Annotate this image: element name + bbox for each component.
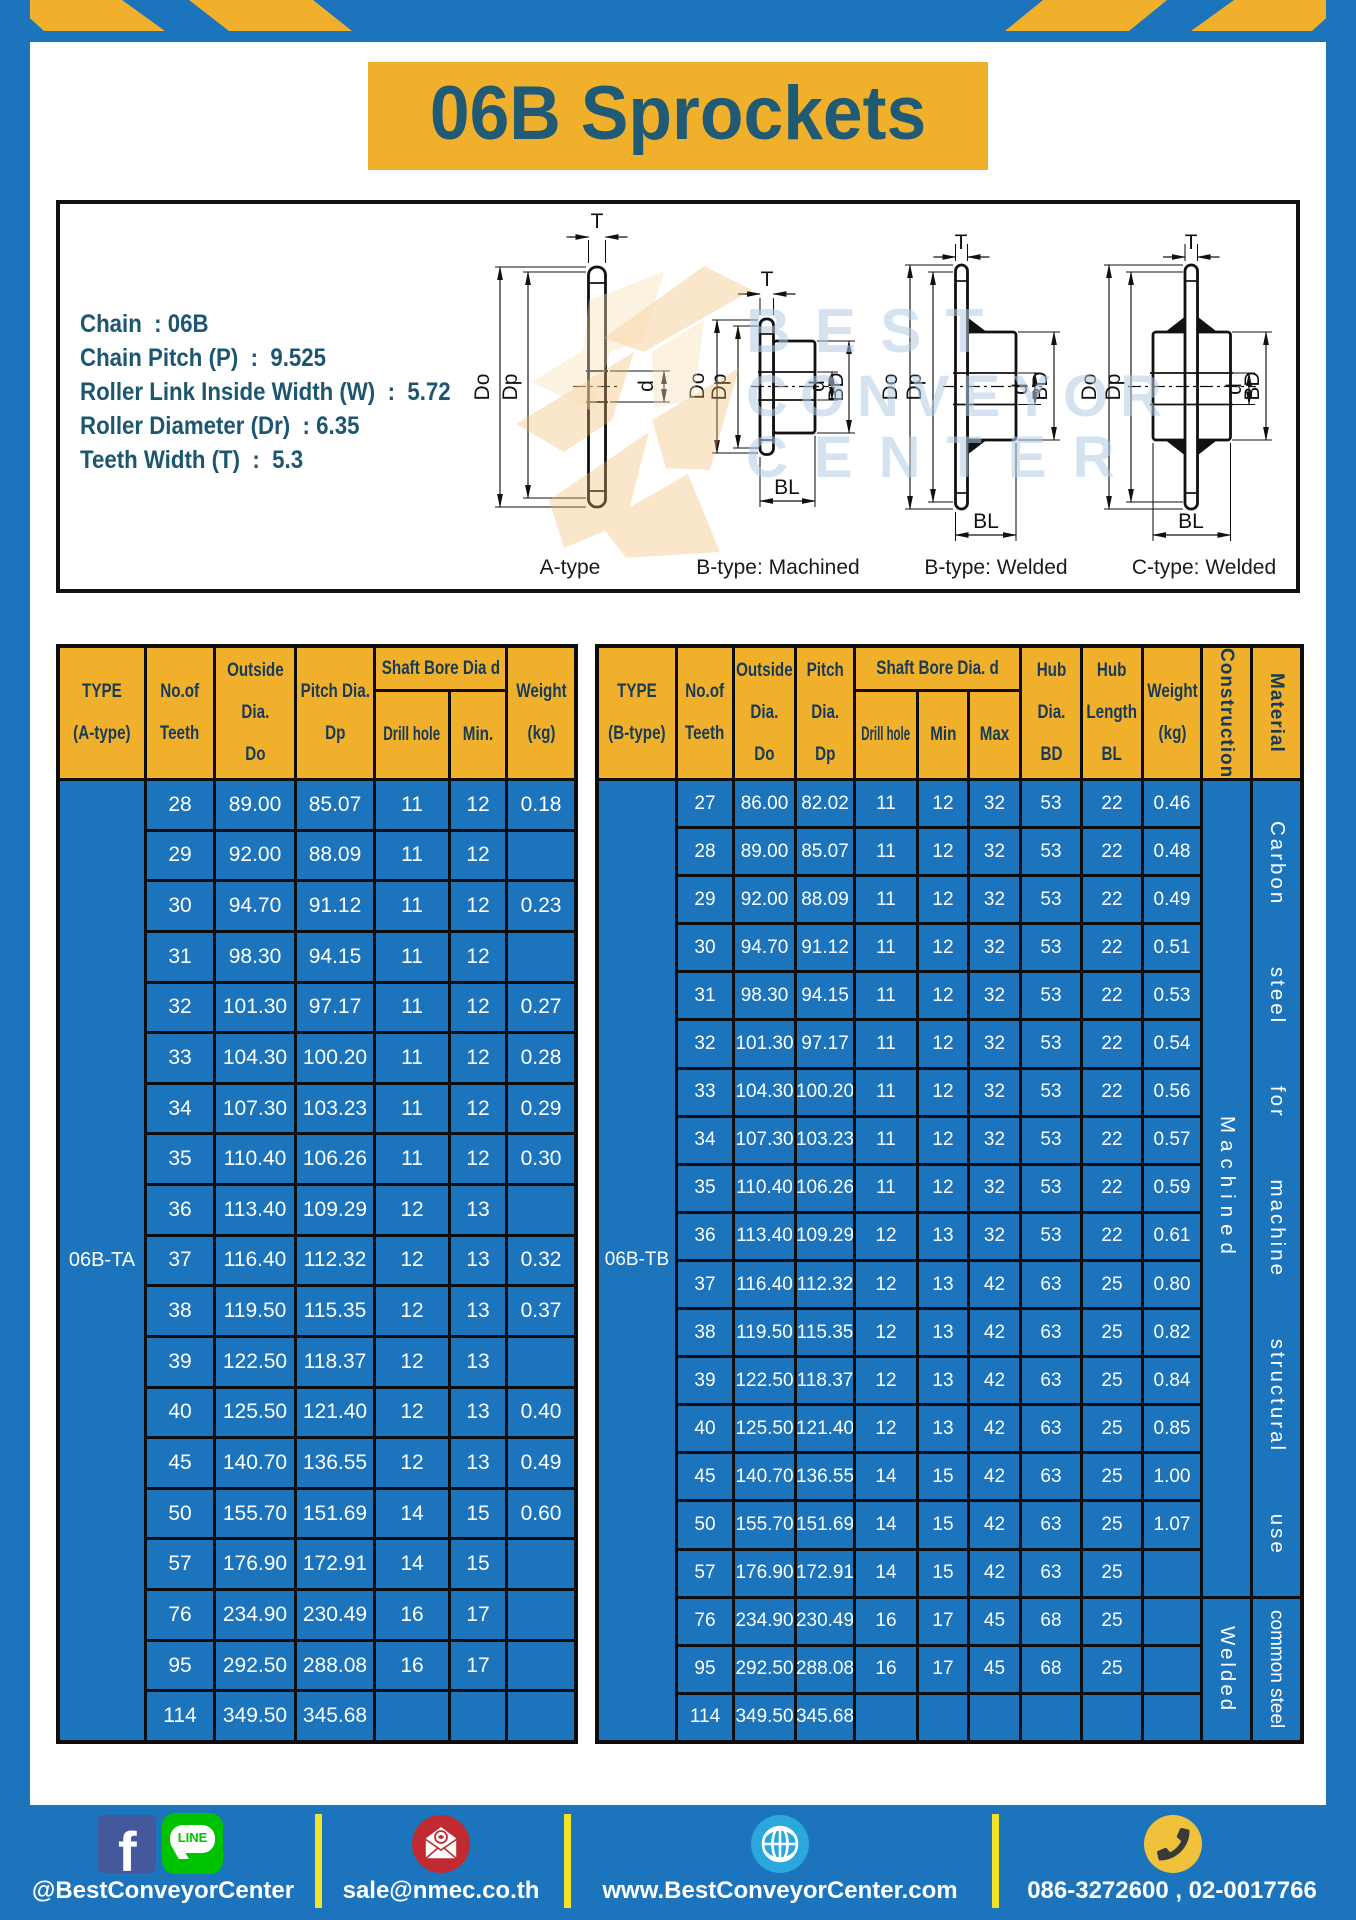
svg-text:A-type: A-type bbox=[540, 556, 601, 579]
svg-text:T: T bbox=[955, 231, 968, 254]
svg-text:Dp: Dp bbox=[708, 374, 731, 401]
svg-text:BD: BD bbox=[1029, 371, 1052, 400]
svg-text:d: d bbox=[1223, 383, 1246, 395]
svg-text:Dp: Dp bbox=[499, 374, 522, 401]
svg-text:BD: BD bbox=[1241, 371, 1264, 400]
svg-text:BL: BL bbox=[774, 476, 800, 499]
svg-text:d: d bbox=[1009, 383, 1032, 395]
svg-text:Do: Do bbox=[471, 374, 494, 401]
svg-text:BL: BL bbox=[1178, 510, 1204, 533]
svg-text:d: d bbox=[635, 380, 658, 392]
svg-text:Do: Do bbox=[879, 374, 902, 401]
svg-text:d: d bbox=[806, 380, 829, 392]
svg-text:B-type: Welded: B-type: Welded bbox=[924, 556, 1067, 579]
svg-text:C-type: Welded: C-type: Welded bbox=[1132, 556, 1276, 579]
svg-text:B-type: Machined: B-type: Machined bbox=[696, 556, 859, 579]
svg-text:T: T bbox=[591, 210, 604, 233]
svg-text:T: T bbox=[761, 268, 774, 291]
svg-text:Do: Do bbox=[1078, 374, 1101, 401]
svg-text:Dp: Dp bbox=[1102, 374, 1125, 401]
svg-text:BL: BL bbox=[973, 510, 999, 533]
svg-text:Do: Do bbox=[686, 373, 709, 400]
svg-text:T: T bbox=[1185, 231, 1198, 254]
svg-text:BD: BD bbox=[825, 372, 848, 401]
svg-text:Dp: Dp bbox=[903, 374, 926, 401]
